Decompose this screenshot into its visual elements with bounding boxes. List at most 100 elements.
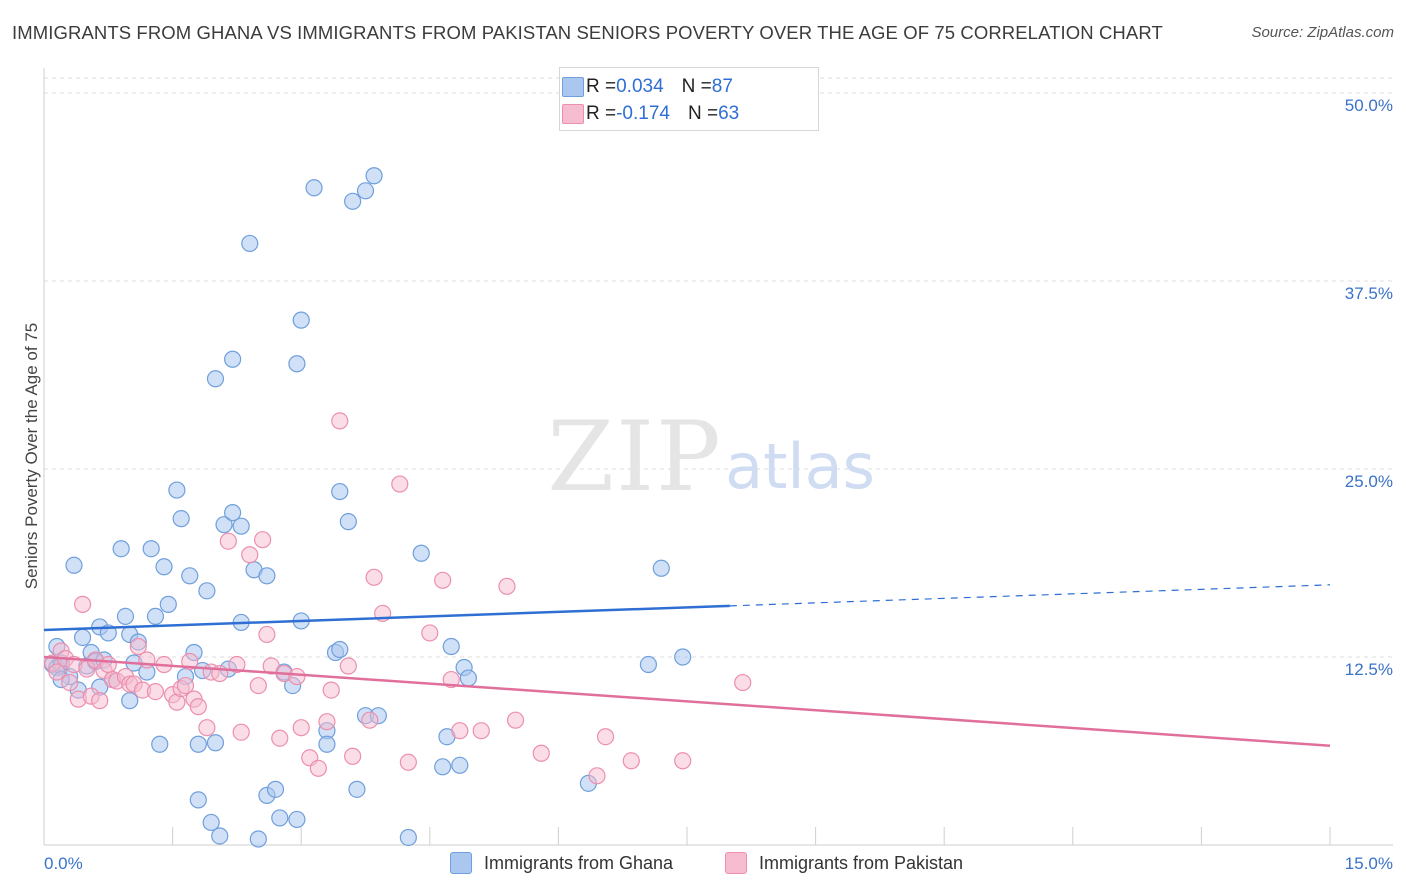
ghana-point bbox=[181, 567, 199, 585]
n-label: N = bbox=[681, 76, 712, 97]
ghana-point bbox=[146, 607, 165, 626]
pakistan-point bbox=[228, 655, 246, 674]
pakistan-point bbox=[262, 657, 280, 675]
pakistan-point bbox=[674, 752, 692, 770]
y-tick-label: 12.5% bbox=[1345, 660, 1393, 679]
ghana-legend-swatch bbox=[450, 852, 472, 874]
ghana-point bbox=[399, 828, 417, 847]
ghana-point bbox=[172, 510, 190, 528]
pakistan-point bbox=[622, 752, 640, 770]
pakistan-legend-swatch bbox=[725, 852, 747, 874]
ghana-point bbox=[206, 370, 225, 388]
ghana-point bbox=[348, 780, 366, 798]
y-tick-label: 50.0% bbox=[1345, 96, 1393, 115]
series-pakistan-points bbox=[43, 412, 752, 785]
pakistan-point bbox=[254, 531, 272, 549]
ghana-trend-extension bbox=[729, 584, 1331, 607]
ghana-point bbox=[305, 179, 323, 197]
legend-label-ghana: Immigrants from Ghana bbox=[484, 852, 674, 873]
pakistan-point bbox=[241, 546, 259, 564]
pakistan-point bbox=[288, 667, 306, 686]
legend-item-ghana[interactable]: Immigrants from Ghana bbox=[450, 852, 673, 874]
pakistan-point bbox=[146, 682, 165, 701]
pakistan-point bbox=[498, 577, 516, 595]
pakistan-point bbox=[588, 767, 606, 785]
ghana-point bbox=[412, 544, 430, 562]
pakistan-point bbox=[176, 676, 195, 695]
pakistan-point bbox=[249, 676, 267, 695]
pakistan-point bbox=[331, 412, 349, 430]
ghana-point bbox=[331, 482, 349, 501]
x-tick-label-min: 0.0% bbox=[44, 854, 83, 873]
pakistan-point bbox=[322, 681, 340, 699]
pakistan-point bbox=[472, 722, 490, 740]
ghana-point bbox=[112, 540, 130, 558]
ghana-point bbox=[224, 504, 242, 522]
ghana-point bbox=[459, 669, 477, 687]
pakistan-point bbox=[451, 722, 469, 740]
ghana-point bbox=[674, 648, 692, 666]
ghana-point bbox=[249, 830, 267, 848]
ghana-point bbox=[211, 827, 229, 845]
ghana-point bbox=[339, 513, 357, 531]
y-tick-label: 25.0% bbox=[1345, 472, 1393, 491]
pakistan-point bbox=[181, 652, 199, 671]
pakistan-point bbox=[532, 744, 550, 762]
pakistan-point bbox=[258, 625, 276, 644]
y-tick-label: 37.5% bbox=[1345, 284, 1393, 303]
ghana-point bbox=[159, 595, 177, 613]
correlation-legend: R = 0.034 N = 87 R = -0.174 N = 63 bbox=[559, 67, 819, 131]
pakistan-point bbox=[361, 711, 379, 729]
ghana-point bbox=[292, 311, 310, 329]
ghana-point bbox=[189, 791, 207, 809]
pakistan-trend-line bbox=[43, 655, 1331, 747]
pakistan-point bbox=[271, 729, 289, 747]
pakistan-point bbox=[73, 595, 92, 613]
pakistan-point bbox=[292, 719, 310, 737]
ghana-point bbox=[258, 567, 276, 585]
pakistan-point bbox=[198, 719, 216, 737]
ghana-point bbox=[232, 517, 250, 535]
pakistan-point bbox=[365, 568, 383, 586]
ghana-point bbox=[434, 758, 452, 776]
pakistan-point bbox=[129, 637, 147, 656]
legend-item-pakistan[interactable]: Immigrants from Pakistan bbox=[725, 852, 963, 874]
pakistan-point bbox=[99, 655, 117, 674]
pakistan-point bbox=[48, 663, 66, 681]
ghana-point bbox=[241, 234, 259, 253]
r-value: -0.174 bbox=[616, 103, 670, 124]
pakistan-point bbox=[61, 673, 79, 692]
r-value: 0.034 bbox=[616, 76, 664, 97]
ghana-point bbox=[116, 607, 135, 626]
legend-row-ghana: R = 0.034 N = 87 bbox=[562, 74, 733, 100]
pakistan-point bbox=[339, 657, 357, 675]
r-label: R = bbox=[586, 103, 617, 124]
ghana-point bbox=[206, 734, 225, 752]
pakistan-point bbox=[91, 692, 109, 710]
ghana-point bbox=[198, 582, 216, 600]
ghana-point bbox=[121, 692, 139, 710]
ghana-point bbox=[155, 558, 173, 576]
pakistan-point bbox=[596, 728, 615, 746]
watermark-atlas: atlas bbox=[725, 430, 875, 503]
legend-label-pakistan: Immigrants from Pakistan bbox=[759, 852, 964, 873]
ghana-point bbox=[639, 655, 658, 674]
trend-lines bbox=[43, 584, 1331, 747]
pakistan-point bbox=[232, 723, 250, 741]
pakistan-point bbox=[399, 753, 417, 771]
ghana-point bbox=[318, 735, 336, 753]
ghana-point bbox=[73, 628, 92, 647]
pakistan-point bbox=[344, 747, 362, 765]
pakistan-point bbox=[506, 711, 525, 729]
n-label: N = bbox=[687, 103, 719, 124]
pakistan-point bbox=[442, 670, 460, 689]
ghana-point bbox=[356, 182, 375, 200]
legend-row-pakistan: R = -0.174 N = 63 bbox=[562, 101, 739, 127]
ghana-trend-line bbox=[43, 604, 730, 632]
ghana-point bbox=[189, 735, 207, 753]
ghana-point bbox=[365, 167, 383, 185]
ghana-point bbox=[168, 481, 186, 499]
axes bbox=[43, 68, 1393, 846]
ghana-point bbox=[224, 350, 242, 368]
tick-labels: 12.5% 25.0% 37.5% 50.0% 0.0% 15.0% bbox=[44, 96, 1393, 873]
